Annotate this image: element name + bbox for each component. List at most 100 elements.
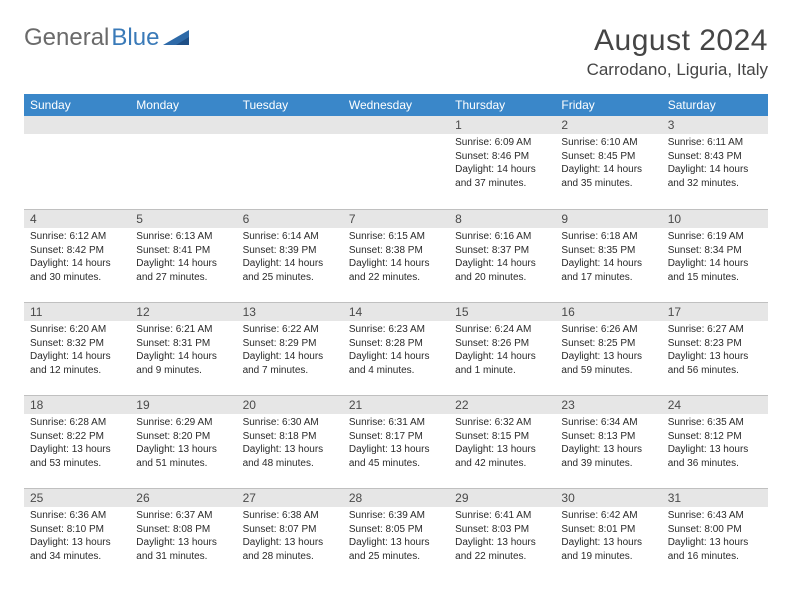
- daylight-line: Daylight: 13 hours and 25 minutes.: [349, 536, 443, 563]
- day-number-bar: 9: [555, 210, 661, 228]
- day-details: Sunrise: 6:32 AMSunset: 8:15 PMDaylight:…: [449, 414, 555, 472]
- sunrise-label: Sunrise:: [668, 324, 707, 335]
- day-number-bar: 20: [237, 396, 343, 414]
- sunset-label: Sunset:: [30, 245, 67, 256]
- sunrise-line: Sunrise: 6:36 AM: [30, 509, 124, 523]
- sunrise-line: Sunrise: 6:20 AM: [30, 323, 124, 337]
- sunrise-value: 6:35 AM: [707, 417, 744, 428]
- sunrise-label: Sunrise:: [561, 324, 600, 335]
- sunrise-label: Sunrise:: [561, 417, 600, 428]
- sunset-line: Sunset: 8:13 PM: [561, 430, 655, 444]
- sunset-line: Sunset: 8:08 PM: [136, 523, 230, 537]
- sunrise-line: Sunrise: 6:18 AM: [561, 230, 655, 244]
- day-number-bar: [130, 116, 236, 134]
- daylight-label: Daylight:: [30, 537, 72, 548]
- daylight-label: Daylight:: [349, 537, 391, 548]
- sunset-label: Sunset:: [30, 431, 67, 442]
- sunrise-label: Sunrise:: [349, 510, 388, 521]
- sunrise-line: Sunrise: 6:24 AM: [455, 323, 549, 337]
- day-cell-4: 4Sunrise: 6:12 AMSunset: 8:42 PMDaylight…: [24, 209, 130, 302]
- brand-logo: GeneralBlue: [24, 24, 189, 52]
- sunset-label: Sunset:: [561, 431, 598, 442]
- sunrise-line: Sunrise: 6:37 AM: [136, 509, 230, 523]
- day-details: Sunrise: 6:43 AMSunset: 8:00 PMDaylight:…: [662, 507, 768, 565]
- sunset-value: 8:00 PM: [704, 524, 741, 535]
- sunrise-value: 6:42 AM: [601, 510, 638, 521]
- daylight-label: Daylight:: [561, 537, 603, 548]
- sunrise-value: 6:31 AM: [388, 417, 425, 428]
- sunrise-value: 6:29 AM: [176, 417, 213, 428]
- sunset-line: Sunset: 8:34 PM: [668, 244, 762, 258]
- sunrise-line: Sunrise: 6:09 AM: [455, 136, 549, 150]
- sunset-label: Sunset:: [668, 245, 705, 256]
- day-cell-2: 2Sunrise: 6:10 AMSunset: 8:45 PMDaylight…: [555, 116, 661, 209]
- sunrise-label: Sunrise:: [455, 231, 494, 242]
- sunrise-value: 6:30 AM: [282, 417, 319, 428]
- weekday-tuesday: Tuesday: [237, 94, 343, 116]
- day-number-bar: [237, 116, 343, 134]
- sunrise-label: Sunrise:: [668, 231, 707, 242]
- sunrise-line: Sunrise: 6:30 AM: [243, 416, 337, 430]
- day-number-bar: 12: [130, 303, 236, 321]
- day-details: Sunrise: 6:28 AMSunset: 8:22 PMDaylight:…: [24, 414, 130, 472]
- day-cell-3: 3Sunrise: 6:11 AMSunset: 8:43 PMDaylight…: [662, 116, 768, 209]
- day-details: Sunrise: 6:34 AMSunset: 8:13 PMDaylight:…: [555, 414, 661, 472]
- sunset-line: Sunset: 8:37 PM: [455, 244, 549, 258]
- sunset-value: 8:39 PM: [279, 245, 316, 256]
- sunrise-label: Sunrise:: [243, 231, 282, 242]
- sunrise-label: Sunrise:: [30, 510, 69, 521]
- sunrise-value: 6:13 AM: [176, 231, 213, 242]
- sunset-line: Sunset: 8:17 PM: [349, 430, 443, 444]
- sunrise-line: Sunrise: 6:27 AM: [668, 323, 762, 337]
- day-number-bar: 23: [555, 396, 661, 414]
- sunset-value: 8:05 PM: [386, 524, 423, 535]
- sunrise-label: Sunrise:: [668, 510, 707, 521]
- day-cell-24: 24Sunrise: 6:35 AMSunset: 8:12 PMDayligh…: [662, 395, 768, 488]
- day-cell-18: 18Sunrise: 6:28 AMSunset: 8:22 PMDayligh…: [24, 395, 130, 488]
- daylight-line: Daylight: 14 hours and 25 minutes.: [243, 257, 337, 284]
- day-cell-17: 17Sunrise: 6:27 AMSunset: 8:23 PMDayligh…: [662, 302, 768, 395]
- sunset-label: Sunset:: [349, 431, 386, 442]
- sunset-line: Sunset: 8:31 PM: [136, 337, 230, 351]
- sunset-label: Sunset:: [455, 431, 492, 442]
- day-number-bar: 22: [449, 396, 555, 414]
- daylight-label: Daylight:: [243, 351, 285, 362]
- day-details: Sunrise: 6:37 AMSunset: 8:08 PMDaylight:…: [130, 507, 236, 565]
- sunset-line: Sunset: 8:20 PM: [136, 430, 230, 444]
- daylight-label: Daylight:: [349, 351, 391, 362]
- sunset-label: Sunset:: [455, 245, 492, 256]
- day-number-bar: 5: [130, 210, 236, 228]
- daylight-label: Daylight:: [455, 351, 497, 362]
- sunset-value: 8:13 PM: [598, 431, 635, 442]
- sunset-value: 8:10 PM: [67, 524, 104, 535]
- daylight-line: Daylight: 14 hours and 17 minutes.: [561, 257, 655, 284]
- day-cell-29: 29Sunrise: 6:41 AMSunset: 8:03 PMDayligh…: [449, 488, 555, 581]
- daylight-label: Daylight:: [668, 258, 710, 269]
- sunrise-label: Sunrise:: [136, 417, 175, 428]
- sunset-label: Sunset:: [243, 245, 280, 256]
- day-number-bar: 6: [237, 210, 343, 228]
- daylight-line: Daylight: 13 hours and 56 minutes.: [668, 350, 762, 377]
- sunset-line: Sunset: 8:12 PM: [668, 430, 762, 444]
- daylight-line: Daylight: 14 hours and 37 minutes.: [455, 163, 549, 190]
- daylight-line: Daylight: 13 hours and 42 minutes.: [455, 443, 549, 470]
- sunrise-label: Sunrise:: [136, 231, 175, 242]
- day-cell-5: 5Sunrise: 6:13 AMSunset: 8:41 PMDaylight…: [130, 209, 236, 302]
- day-details: Sunrise: 6:41 AMSunset: 8:03 PMDaylight:…: [449, 507, 555, 565]
- sunrise-value: 6:11 AM: [707, 137, 743, 148]
- day-cell-30: 30Sunrise: 6:42 AMSunset: 8:01 PMDayligh…: [555, 488, 661, 581]
- daylight-line: Daylight: 13 hours and 34 minutes.: [30, 536, 124, 563]
- sunrise-line: Sunrise: 6:16 AM: [455, 230, 549, 244]
- sunset-label: Sunset:: [455, 151, 492, 162]
- sunrise-value: 6:34 AM: [601, 417, 638, 428]
- sunset-line: Sunset: 8:29 PM: [243, 337, 337, 351]
- sunset-label: Sunset:: [668, 431, 705, 442]
- sunset-label: Sunset:: [455, 524, 492, 535]
- sunset-label: Sunset:: [136, 431, 173, 442]
- sunset-label: Sunset:: [243, 338, 280, 349]
- daylight-line: Daylight: 13 hours and 28 minutes.: [243, 536, 337, 563]
- sunrise-line: Sunrise: 6:38 AM: [243, 509, 337, 523]
- daylight-label: Daylight:: [455, 444, 497, 455]
- sunset-label: Sunset:: [561, 245, 598, 256]
- day-number-bar: 21: [343, 396, 449, 414]
